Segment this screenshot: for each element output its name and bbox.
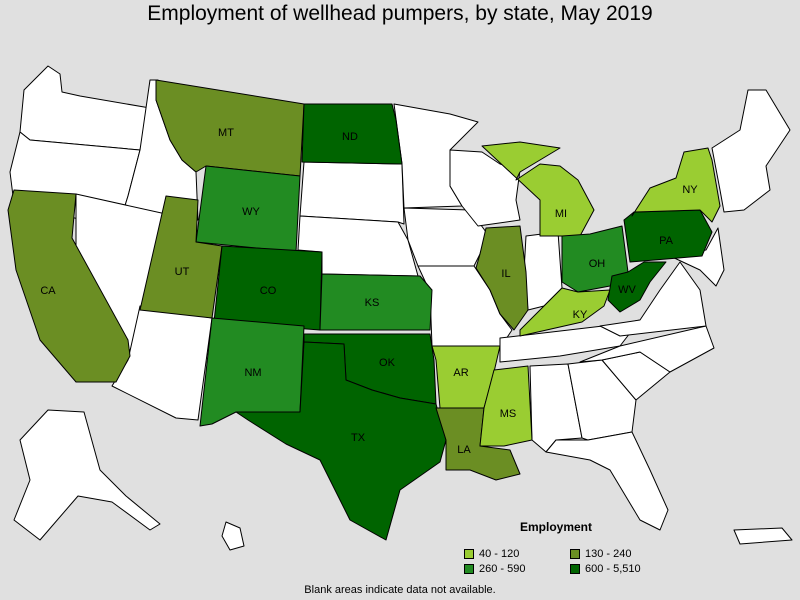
state-NC bbox=[579, 325, 715, 373]
label-CA: CA bbox=[40, 285, 56, 297]
state-labels: MT ND WY UT CO CA NM KS OK TX AR LA MS I… bbox=[40, 127, 698, 456]
state-FL bbox=[545, 431, 669, 531]
legend-item: 600 - 5,510 bbox=[570, 563, 641, 575]
blank-states bbox=[9, 65, 793, 551]
label-PA: PA bbox=[659, 235, 674, 247]
label-NY: NY bbox=[682, 184, 698, 196]
state-WA bbox=[19, 65, 151, 151]
label-LA: LA bbox=[457, 444, 471, 456]
label-TX: TX bbox=[351, 432, 366, 444]
legend-swatch bbox=[570, 564, 580, 574]
state-CA bbox=[7, 189, 131, 383]
legend-label: 40 - 120 bbox=[479, 548, 520, 560]
label-OH: OH bbox=[589, 258, 606, 270]
state-MT bbox=[155, 79, 305, 177]
label-IL: IL bbox=[501, 268, 510, 280]
label-UT: UT bbox=[175, 266, 190, 278]
legend-item: 260 - 590 bbox=[464, 563, 525, 575]
state-MI bbox=[481, 141, 595, 237]
legend-swatch bbox=[464, 549, 474, 559]
legend-swatch bbox=[570, 549, 580, 559]
label-CO: CO bbox=[260, 285, 277, 297]
state-WV bbox=[607, 261, 667, 313]
label-MT: MT bbox=[218, 127, 234, 139]
label-OK: OK bbox=[379, 357, 396, 369]
label-WY: WY bbox=[242, 206, 260, 218]
territory-PR bbox=[733, 527, 793, 545]
state-MS bbox=[479, 365, 533, 447]
legend-label: 600 - 5,510 bbox=[585, 563, 641, 575]
state-AK bbox=[13, 409, 161, 541]
label-ND: ND bbox=[342, 131, 358, 143]
legend-label: 260 - 590 bbox=[479, 563, 526, 575]
state-WI bbox=[449, 149, 521, 227]
label-MI: MI bbox=[555, 208, 567, 220]
state-NY bbox=[631, 147, 721, 223]
data-states bbox=[7, 79, 721, 541]
legend-item: 130 - 240 bbox=[570, 548, 631, 560]
label-MS: MS bbox=[500, 408, 517, 420]
state-ND bbox=[301, 103, 403, 165]
label-NM: NM bbox=[244, 367, 261, 379]
state-IL bbox=[475, 225, 529, 331]
state-VA bbox=[599, 261, 707, 337]
label-AR: AR bbox=[453, 367, 468, 379]
state-KS bbox=[319, 273, 433, 331]
legend-title: Employment bbox=[520, 520, 593, 534]
state-SD bbox=[299, 161, 405, 225]
footnote: Blank areas indicate data not available. bbox=[304, 584, 496, 596]
label-KS: KS bbox=[365, 297, 380, 309]
legend-label: 130 - 240 bbox=[585, 548, 632, 560]
legend-item: 40 - 120 bbox=[464, 548, 519, 560]
label-KY: KY bbox=[573, 309, 588, 321]
label-WV: WV bbox=[618, 284, 636, 296]
map-title: Employment of wellhead pumpers, by state… bbox=[147, 2, 653, 25]
state-TX bbox=[235, 341, 447, 541]
state-HI bbox=[221, 521, 245, 551]
state-NE-states bbox=[711, 89, 791, 213]
state-MD-DE-NJ bbox=[669, 227, 725, 287]
legend-swatch bbox=[464, 564, 474, 574]
